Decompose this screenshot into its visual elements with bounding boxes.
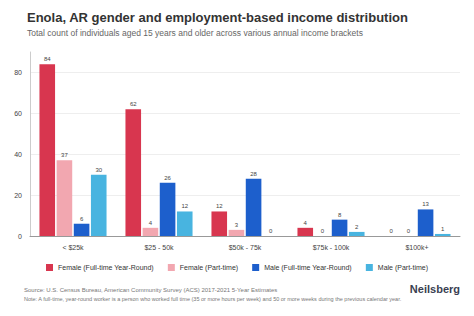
svg-text:$100k+: $100k+ xyxy=(405,244,428,251)
svg-text:2: 2 xyxy=(355,224,359,230)
svg-text:30: 30 xyxy=(95,167,102,173)
svg-text:$75k - 100k: $75k - 100k xyxy=(313,244,350,251)
svg-text:Total count of individuals age: Total count of individuals aged 15 years… xyxy=(27,28,363,38)
svg-text:20: 20 xyxy=(14,192,22,199)
svg-text:$25 - 50k: $25 - 50k xyxy=(144,244,174,251)
svg-text:< $25k: < $25k xyxy=(62,244,84,251)
svg-text:62: 62 xyxy=(130,101,137,107)
svg-text:Male (Full-time Year-Round): Male (Full-time Year-Round) xyxy=(264,264,352,272)
svg-text:0: 0 xyxy=(407,228,411,234)
svg-text:3: 3 xyxy=(235,222,239,228)
svg-text:Neilsberg: Neilsberg xyxy=(410,283,460,295)
svg-text:13: 13 xyxy=(422,201,429,207)
svg-text:84: 84 xyxy=(44,56,51,62)
svg-text:60: 60 xyxy=(14,110,22,117)
svg-text:Note: A full-time, year-round: Note: A full-time, year-round worker is … xyxy=(24,296,402,302)
svg-text:28: 28 xyxy=(250,171,257,177)
svg-text:Source: U.S. Census Bureau, Am: Source: U.S. Census Bureau, American Com… xyxy=(24,287,277,293)
svg-text:6: 6 xyxy=(80,216,84,222)
svg-text:0: 0 xyxy=(18,233,22,240)
svg-text:0: 0 xyxy=(269,228,273,234)
svg-text:4: 4 xyxy=(304,220,308,226)
svg-text:Enola, AR gender and employmen: Enola, AR gender and employment-based in… xyxy=(27,10,408,25)
svg-text:8: 8 xyxy=(338,212,342,218)
svg-text:1: 1 xyxy=(441,226,445,232)
svg-text:$50k - 75k: $50k - 75k xyxy=(229,244,262,251)
svg-text:26: 26 xyxy=(164,175,171,181)
svg-text:0: 0 xyxy=(390,228,394,234)
svg-text:12: 12 xyxy=(181,203,188,209)
svg-text:Male (Part-time): Male (Part-time) xyxy=(378,264,428,272)
svg-text:40: 40 xyxy=(14,151,22,158)
svg-text:12: 12 xyxy=(216,203,223,209)
svg-text:Female (Part-time): Female (Part-time) xyxy=(180,264,238,272)
svg-text:37: 37 xyxy=(61,152,68,158)
svg-text:80: 80 xyxy=(14,69,22,76)
svg-text:4: 4 xyxy=(149,220,153,226)
svg-text:0: 0 xyxy=(321,228,325,234)
svg-text:Female (Full-time Year-Round): Female (Full-time Year-Round) xyxy=(58,264,154,272)
